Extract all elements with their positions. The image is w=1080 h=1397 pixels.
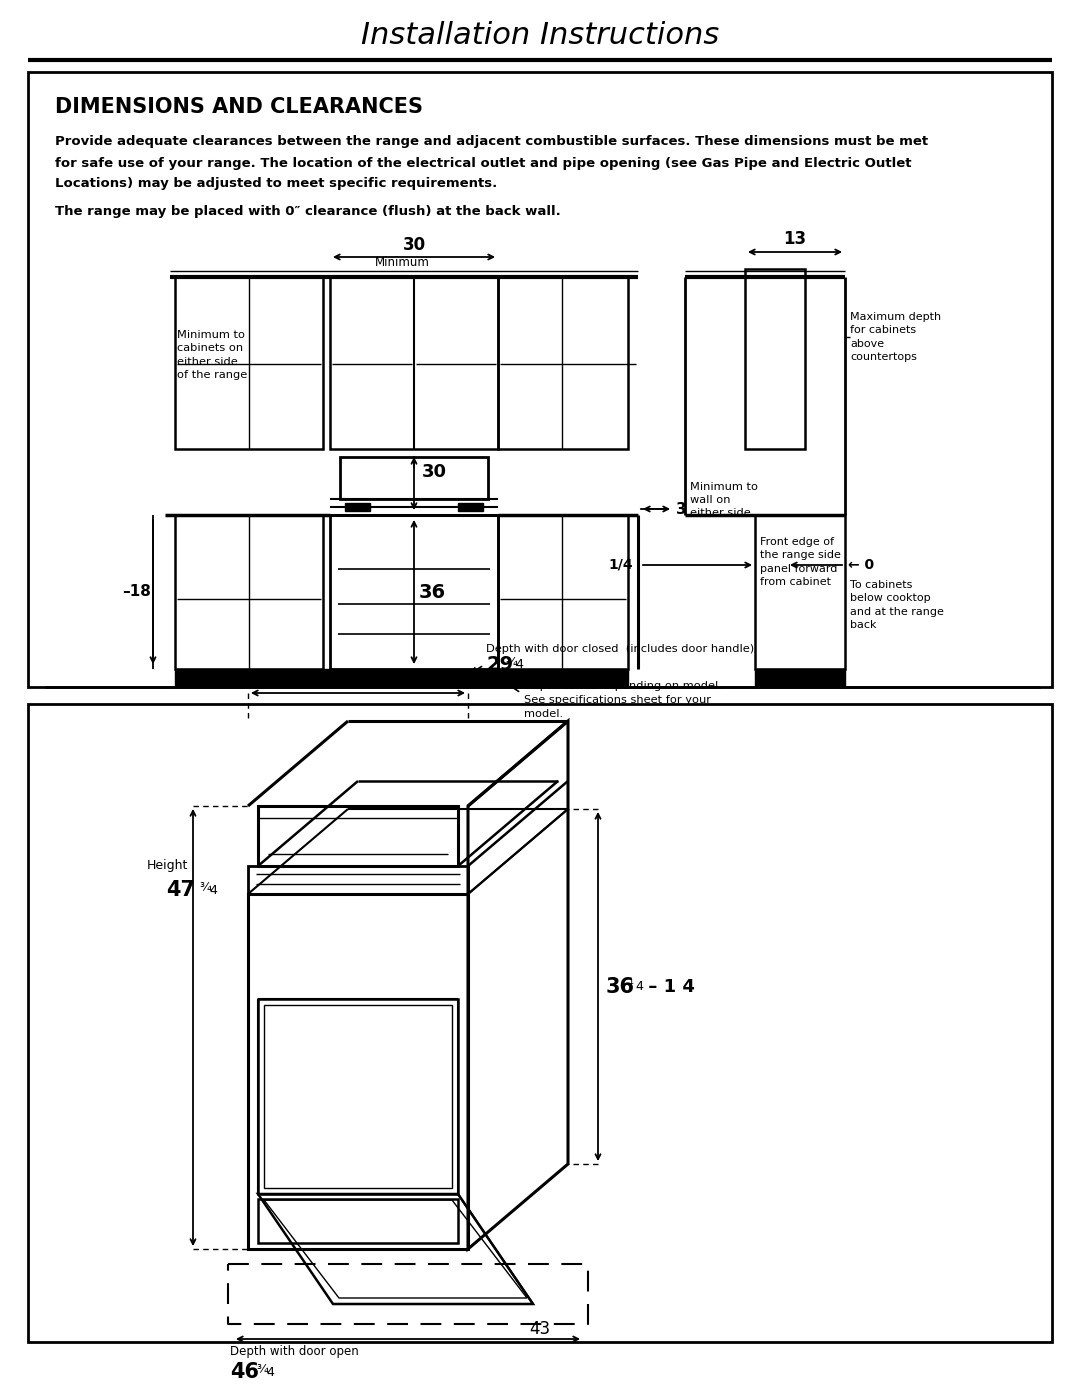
- Text: 4: 4: [266, 1365, 274, 1379]
- Text: for safe use of your range. The location of the electrical outlet and pipe openi: for safe use of your range. The location…: [55, 156, 912, 169]
- Bar: [175, 515, 323, 669]
- Bar: [330, 277, 498, 448]
- Bar: [345, 503, 370, 511]
- Bar: [248, 866, 468, 894]
- Text: 30: 30: [403, 236, 426, 254]
- Bar: [498, 515, 627, 669]
- Text: Depth with door closed  (includes door handle): Depth with door closed (includes door ha…: [486, 644, 754, 654]
- Text: DIMENSIONS AND CLEARANCES: DIMENSIONS AND CLEARANCES: [55, 96, 423, 117]
- Bar: [755, 669, 845, 687]
- Bar: [745, 270, 805, 448]
- Bar: [498, 277, 627, 448]
- Text: Depth varies depending on model.
See specifications sheet for your
model.: Depth varies depending on model. See spe…: [524, 680, 721, 719]
- Bar: [175, 277, 323, 448]
- Text: ¾: ¾: [199, 882, 211, 894]
- Text: Minimum: Minimum: [375, 257, 430, 270]
- Bar: [248, 894, 468, 1249]
- Bar: [340, 457, 488, 499]
- Text: ← 0: ← 0: [848, 557, 874, 571]
- Text: 1/4: 1/4: [608, 557, 633, 571]
- Text: 3: 3: [676, 502, 687, 517]
- Text: 30: 30: [422, 462, 447, 481]
- Bar: [28, 73, 1052, 687]
- Text: 43: 43: [529, 1320, 551, 1338]
- Text: Minimum to
cabinets on
either side
of the range: Minimum to cabinets on either side of th…: [177, 330, 247, 380]
- Text: ¹: ¹: [627, 978, 633, 990]
- Text: –18: –18: [122, 584, 151, 599]
- Text: 30: 30: [345, 669, 372, 689]
- Text: Depth with door open: Depth with door open: [230, 1345, 359, 1358]
- Bar: [258, 999, 458, 1194]
- Text: Front edge of
the range side
panel forward
from cabinet: Front edge of the range side panel forwa…: [760, 538, 841, 587]
- Text: 13: 13: [783, 231, 807, 249]
- Text: 4: 4: [515, 658, 523, 672]
- Text: 36: 36: [606, 977, 635, 997]
- Text: – 1 4: – 1 4: [642, 978, 694, 996]
- Text: 47: 47: [166, 880, 195, 900]
- Bar: [28, 704, 1052, 1343]
- Text: Locations) may be adjusted to meet specific requirements.: Locations) may be adjusted to meet speci…: [55, 177, 497, 190]
- Bar: [258, 1199, 458, 1243]
- Bar: [458, 503, 483, 511]
- Text: Minimum to
wall on
either side: Minimum to wall on either side: [690, 482, 758, 518]
- Text: ¾: ¾: [505, 657, 517, 669]
- Text: ¾: ¾: [256, 1363, 268, 1376]
- Bar: [175, 669, 627, 687]
- Bar: [755, 515, 845, 669]
- Text: Provide adequate clearances between the range and adjacent combustible surfaces.: Provide adequate clearances between the …: [55, 136, 928, 148]
- Text: 4: 4: [210, 883, 217, 897]
- Text: 29: 29: [486, 655, 513, 675]
- Text: Maximum depth
for cabinets
above
countertops: Maximum depth for cabinets above counter…: [850, 312, 941, 362]
- Text: Installation Instructions: Installation Instructions: [361, 21, 719, 49]
- Bar: [264, 1004, 453, 1187]
- Text: Height: Height: [147, 859, 188, 873]
- Bar: [330, 515, 498, 669]
- Bar: [258, 806, 458, 866]
- Text: 4: 4: [635, 981, 643, 993]
- Text: 36: 36: [419, 583, 446, 602]
- Text: The range may be placed with 0″ clearance (flush) at the back wall.: The range may be placed with 0″ clearanc…: [55, 205, 561, 218]
- Text: 46: 46: [230, 1362, 259, 1382]
- Text: To cabinets
below cooktop
and at the range
back: To cabinets below cooktop and at the ran…: [850, 580, 944, 630]
